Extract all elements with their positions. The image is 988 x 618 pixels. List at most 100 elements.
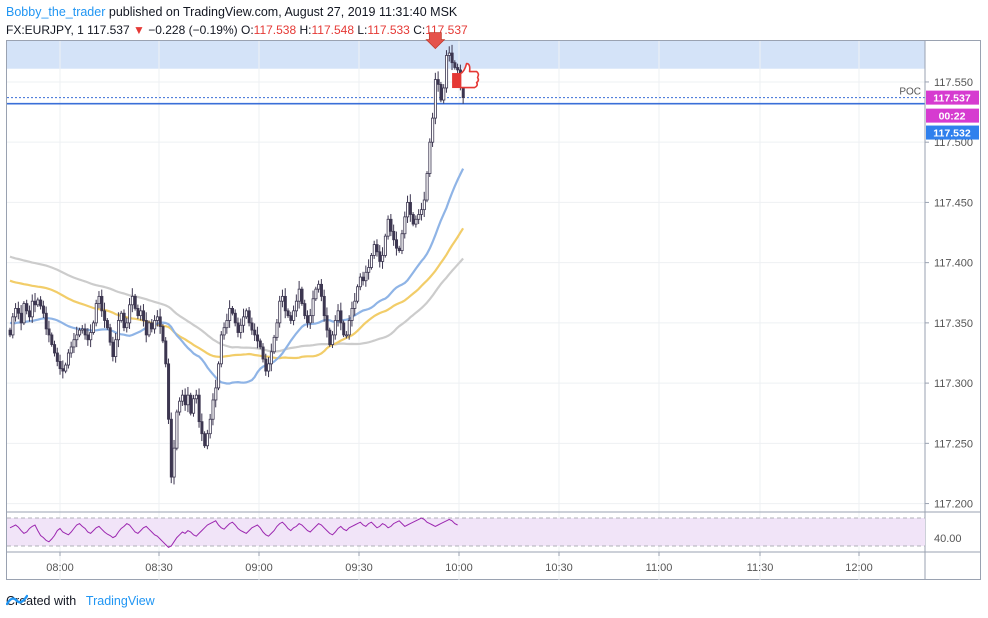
candle-body: [219, 334, 223, 365]
rsi-line: [9, 517, 458, 549]
candle-body: [306, 315, 310, 324]
countdown-label: 00:22: [939, 111, 966, 123]
candle-body: [300, 288, 304, 305]
candle-body: [289, 315, 293, 321]
candle-body: [428, 141, 432, 174]
high-value: 117.548: [311, 23, 355, 37]
candle-body: [408, 202, 412, 215]
candle-body: [47, 328, 51, 336]
time-tick-label: 10:00: [445, 562, 473, 574]
candle-body: [203, 433, 207, 447]
candle-body: [431, 117, 435, 143]
candle-body: [36, 299, 40, 306]
candle-body: [403, 216, 407, 235]
candle-body: [164, 340, 168, 365]
candle-body: [292, 310, 296, 321]
thumbs-up-cuff: [452, 73, 461, 89]
time-tick-label: 08:00: [46, 562, 74, 574]
last-price-label: 117.537: [933, 93, 971, 105]
rsi-band: [7, 518, 925, 546]
candle-body: [425, 173, 429, 201]
candle-body: [356, 286, 360, 302]
candle-body: [322, 295, 326, 317]
author-link[interactable]: Bobby_the_trader: [6, 5, 106, 19]
candle-body: [14, 308, 18, 318]
candle-body: [205, 433, 209, 447]
candle-body: [267, 363, 271, 372]
candle-body: [247, 310, 251, 324]
candle-body: [275, 322, 279, 338]
candle-body: [150, 322, 154, 330]
candle-body: [447, 52, 451, 56]
candle-body: [342, 322, 346, 336]
price-tick-label: 117.400: [934, 258, 973, 270]
candle-body: [420, 209, 424, 215]
candle-body: [194, 394, 198, 400]
candle-body: [50, 334, 54, 345]
candle-body: [11, 316, 15, 336]
ma-slow-line: [9, 255, 464, 353]
candle-body: [333, 320, 337, 336]
thumbs-up-icon: [452, 62, 480, 89]
candle-body: [381, 255, 385, 262]
candle-body: [161, 326, 165, 342]
candle-body: [317, 283, 321, 290]
candle-body: [319, 283, 323, 297]
poc-label: POC: [899, 87, 921, 98]
candle-body: [189, 394, 193, 414]
candle-body: [456, 67, 460, 71]
candle-body: [139, 310, 143, 317]
last-price-label-bg: [926, 90, 979, 105]
candle-body: [328, 329, 332, 345]
tradingview-brand[interactable]: TradingView: [85, 594, 155, 608]
candle-body: [445, 55, 449, 89]
candle-body: [142, 310, 146, 321]
candle-body: [297, 288, 301, 302]
candle-body: [53, 344, 57, 354]
time-tick-label: 09:30: [345, 562, 373, 574]
candle-body: [130, 295, 134, 306]
candle-body: [453, 62, 457, 68]
candle-body: [283, 295, 287, 312]
time-tick-label: 10:30: [545, 562, 573, 574]
footer: Created with TradingView: [6, 593, 155, 609]
candle-body: [433, 79, 437, 119]
candle-body: [250, 322, 254, 331]
candle-body: [8, 329, 12, 336]
candle-body: [242, 316, 246, 326]
candle-body: [69, 346, 73, 354]
candle-body: [39, 299, 43, 307]
candle-body: [364, 271, 368, 282]
time-tick-label: 11:00: [646, 562, 673, 574]
candle-body: [256, 334, 260, 342]
candle-body: [336, 310, 340, 321]
candle-body: [186, 394, 190, 406]
candle-body: [269, 351, 273, 365]
candle-body: [28, 310, 32, 318]
candle-body: [19, 312, 23, 324]
candle-body: [369, 255, 373, 268]
candle-body: [353, 300, 357, 309]
candle-body: [108, 327, 112, 343]
candle-body: [125, 322, 129, 329]
candle-body: [25, 303, 29, 312]
candle-body: [272, 336, 276, 353]
candle-body: [172, 447, 176, 478]
price-tick-label: 117.500: [934, 137, 973, 149]
candle-body: [58, 361, 62, 370]
candle-body: [117, 320, 121, 341]
poc-price-label-bg: [926, 125, 979, 140]
candle-body: [372, 244, 376, 256]
candle-body: [417, 214, 421, 220]
candle-body: [153, 320, 157, 330]
candle-body: [105, 320, 109, 329]
price-tick-label: 117.450: [934, 197, 973, 209]
candle-body: [392, 230, 396, 241]
candle-body: [167, 363, 171, 420]
candle-body: [33, 300, 37, 306]
ma-mid-line: [9, 227, 465, 360]
candle-body: [386, 218, 390, 237]
candle-body: [72, 339, 76, 348]
high-label: H:: [299, 23, 312, 37]
